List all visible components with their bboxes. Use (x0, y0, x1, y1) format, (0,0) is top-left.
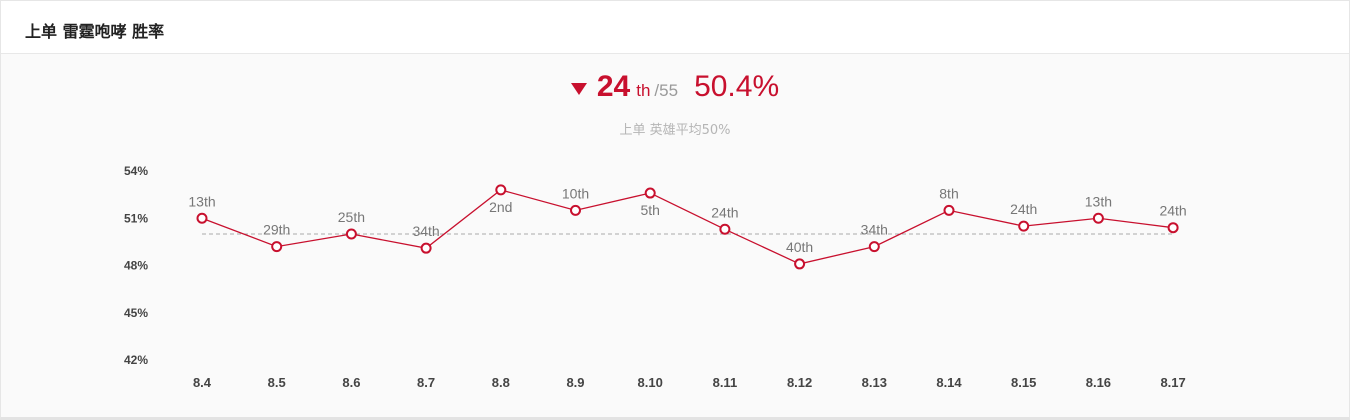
triangle-down-icon (570, 83, 587, 95)
y-tick-label: 42% (124, 353, 148, 367)
data-point (1167, 222, 1179, 234)
rank-label: 24th (1010, 201, 1037, 217)
rank-label: 10th (562, 185, 589, 201)
data-point (1018, 220, 1030, 232)
data-point (495, 184, 507, 196)
win-rate-summary: 24 th/55 50.4% (0, 70, 1350, 104)
x-tick-label: 8.11 (713, 375, 738, 390)
data-point (196, 212, 208, 224)
y-tick-label: 54% (124, 164, 148, 178)
data-point (570, 204, 581, 216)
rank-total: /55 (654, 81, 679, 100)
y-tick-label: 51% (124, 211, 148, 225)
rank-label: 8th (939, 185, 958, 201)
data-point (719, 223, 731, 235)
rank-label: 13th (1085, 193, 1112, 209)
rank-label: 34th (412, 223, 439, 239)
rank-label: 25th (338, 209, 365, 225)
data-point (345, 228, 357, 240)
data-point (943, 204, 955, 216)
y-tick-label: 45% (124, 306, 148, 320)
x-tick-label: 8.14 (936, 375, 962, 390)
panel-header: 上单 雷霆咆哮 胜率 (1, 1, 1349, 54)
x-tick-label: 8.17 (1160, 375, 1185, 390)
data-point (644, 187, 656, 199)
rank-label: 2nd (489, 199, 512, 215)
x-tick-label: 8.16 (1086, 375, 1111, 390)
rank-label: 40th (786, 239, 813, 255)
average-label: 上单 英雄平均50% (619, 123, 731, 138)
data-point (794, 258, 806, 270)
data-point (420, 242, 432, 254)
rank-label: 24th (711, 204, 738, 220)
current-win-rate: 50.4% (694, 70, 780, 103)
x-tick-label: 8.7 (417, 375, 435, 390)
rank-label: 13th (188, 193, 215, 209)
data-point (1092, 212, 1104, 224)
data-point (868, 241, 880, 253)
rank-label: 29th (263, 222, 290, 238)
win-rate-line (201, 189, 1174, 265)
y-tick-label: 48% (124, 259, 148, 273)
current-rank: 24 (596, 70, 631, 103)
x-tick-label: 8.5 (268, 375, 286, 390)
panel-title: 上单 雷霆咆哮 胜率 (25, 22, 165, 41)
rank-label: 34th (861, 222, 888, 238)
x-tick-label: 8.10 (638, 375, 663, 390)
data-point (271, 241, 283, 253)
x-tick-label: 8.8 (492, 375, 510, 390)
x-tick-label: 8.9 (566, 375, 584, 390)
x-tick-label: 8.13 (862, 375, 887, 390)
rank-label: 5th (640, 202, 659, 218)
rank-label: 24th (1159, 203, 1186, 219)
x-tick-label: 8.6 (342, 375, 360, 390)
x-tick-label: 8.4 (193, 375, 212, 390)
x-tick-label: 8.12 (787, 375, 812, 390)
rank-suffix: th (636, 81, 651, 100)
x-tick-label: 8.15 (1011, 375, 1036, 390)
